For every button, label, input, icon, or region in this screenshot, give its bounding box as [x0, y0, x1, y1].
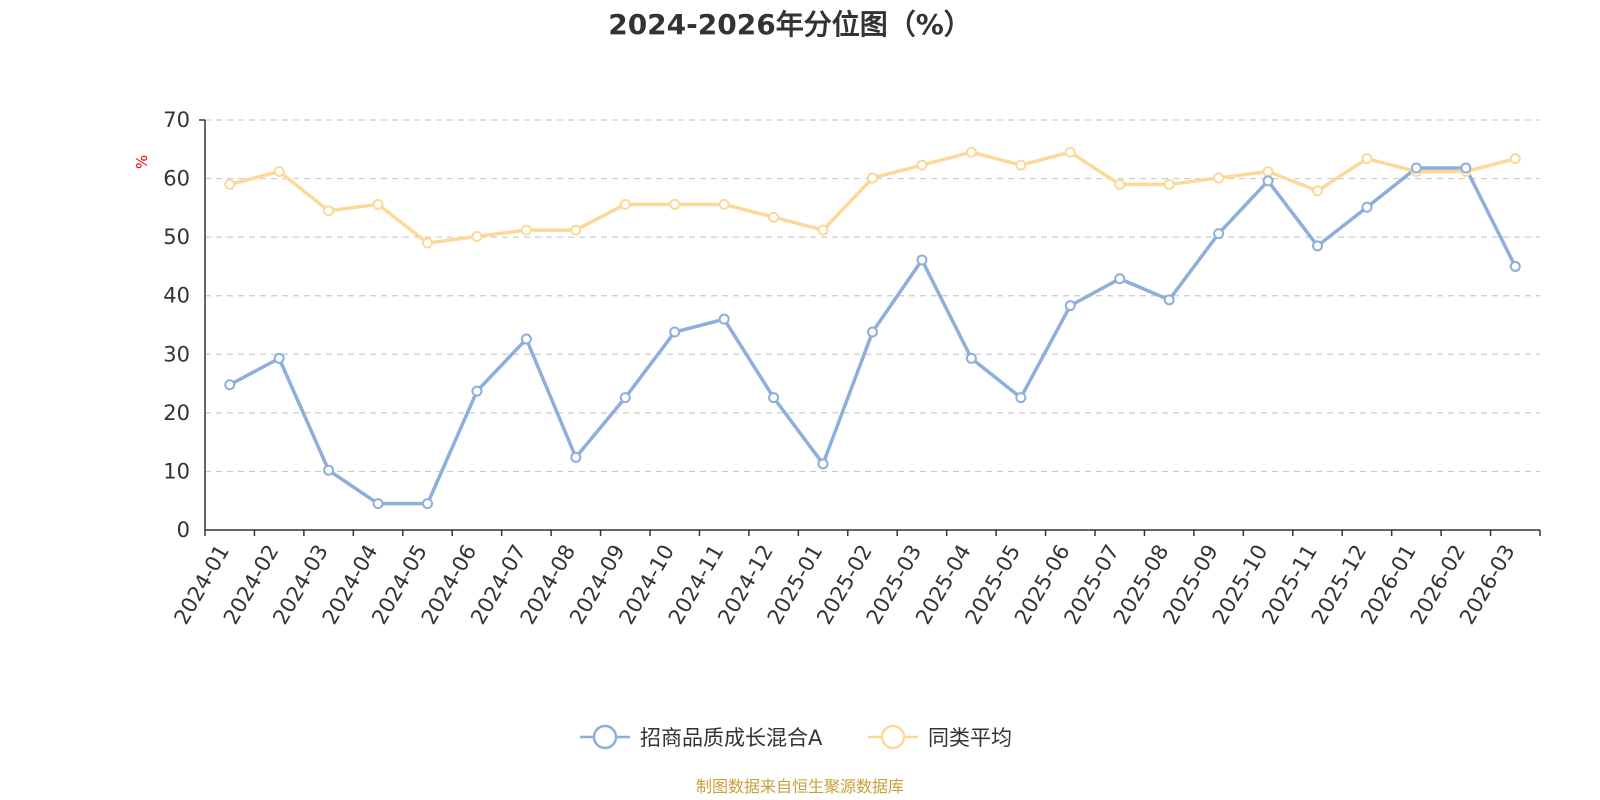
source-note: 制图数据来自恒生聚源数据库: [696, 777, 904, 796]
data-point: [1312, 185, 1323, 197]
data-point: [1361, 201, 1373, 213]
data-point: [669, 198, 681, 210]
data-point: [1213, 172, 1225, 184]
y-tick-label: 0: [177, 518, 190, 542]
data-point: [867, 326, 878, 338]
data-point: [1262, 166, 1274, 178]
data-point: [965, 146, 977, 158]
y-tick-label: 20: [163, 401, 190, 425]
data-point: [619, 392, 631, 404]
data-point: [1064, 146, 1076, 158]
legend: 招商品质成长混合A 同类平均: [580, 724, 1012, 750]
data-point: [718, 313, 730, 325]
data-point: [1015, 159, 1027, 171]
grid-lines: [205, 119, 1540, 473]
data-point: [669, 326, 681, 338]
data-point: [1114, 178, 1126, 190]
data-point: [471, 385, 483, 397]
data-point: [224, 379, 236, 391]
data-point: [817, 458, 829, 470]
legend-label-0[interactable]: 招商品质成长混合A: [640, 726, 823, 750]
data-point: [520, 333, 532, 345]
data-point: [1262, 175, 1274, 187]
series-lines: [224, 146, 1521, 510]
chart-title: 2024-2026年分位图（%）: [608, 8, 972, 41]
y-tick-labels: 0 10 20 30 40 50 60 70: [163, 108, 190, 542]
legend-marker-0: [592, 724, 618, 750]
data-point: [570, 451, 582, 463]
y-tick-label: 50: [163, 225, 190, 249]
data-point: [1064, 300, 1076, 312]
data-point: [916, 254, 928, 266]
data-point: [1213, 228, 1225, 240]
data-point: [1509, 153, 1521, 165]
x-tick-labels: 2024-012024-022024-032024-042024-052024-…: [169, 540, 1519, 628]
data-point: [1410, 162, 1422, 174]
data-point: [965, 352, 977, 364]
data-point: [817, 224, 829, 236]
data-point: [1114, 273, 1126, 285]
data-point: [768, 211, 780, 223]
data-point: [570, 224, 582, 236]
data-point: [471, 231, 483, 243]
data-point: [273, 352, 285, 364]
data-point: [224, 178, 236, 190]
y-tick-label: 10: [163, 459, 190, 483]
data-point: [323, 464, 335, 476]
y-unit-label: %: [133, 155, 151, 169]
legend-label-1[interactable]: 同类平均: [928, 726, 1012, 750]
data-point: [718, 198, 730, 210]
data-point: [619, 198, 631, 210]
data-point: [1163, 178, 1175, 190]
y-tick-label: 40: [163, 284, 190, 308]
axes: [199, 119, 1541, 536]
y-tick-label: 70: [163, 108, 190, 132]
y-tick-label: 30: [163, 342, 190, 366]
data-point: [422, 237, 433, 249]
data-point: [323, 205, 335, 217]
data-point: [520, 224, 532, 236]
data-point: [916, 159, 928, 171]
data-point: [422, 498, 433, 510]
data-point: [867, 172, 878, 184]
data-point: [1015, 392, 1027, 404]
data-point: [768, 392, 780, 404]
y-tick-label: 60: [163, 167, 190, 191]
data-point: [1361, 153, 1373, 165]
data-point: [372, 198, 384, 210]
data-point: [273, 166, 285, 178]
data-point: [1509, 260, 1521, 272]
legend-marker-1: [880, 724, 906, 750]
data-point: [372, 498, 384, 510]
series-line-1: [229, 150, 1516, 245]
data-point: [1163, 294, 1175, 306]
data-point: [1312, 240, 1323, 252]
data-point: [1460, 162, 1472, 174]
